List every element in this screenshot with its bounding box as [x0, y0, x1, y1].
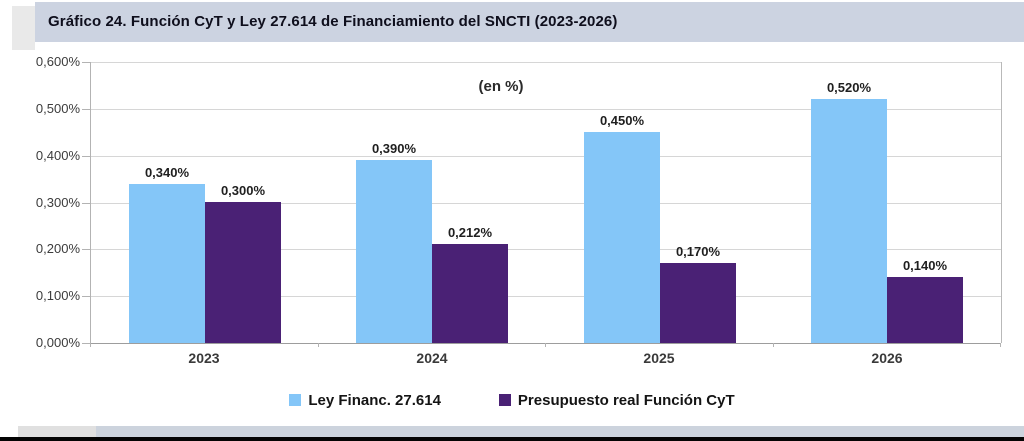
x-axis-tick	[90, 343, 91, 347]
bar-value-label: 0,520%	[826, 80, 872, 95]
bar-2024-presupuesto-real	[432, 244, 508, 343]
chart-title: Gráfico 24. Función CyT y Ley 27.614 de …	[48, 13, 618, 30]
bar-2023-presupuesto-real	[205, 202, 281, 343]
x-axis-category-label: 2026	[871, 350, 903, 366]
y-axis-tick	[82, 156, 90, 157]
plot-area: (en %) 0,340% 0,300% 0,390% 0,212% 0,450% 0,1…	[90, 62, 1002, 344]
y-axis-tick	[82, 109, 90, 110]
legend-label: Ley Financ. 27.614	[308, 391, 441, 409]
bar-2023-ley-financ	[129, 184, 205, 343]
bar-2024-ley-financ	[356, 160, 432, 343]
y-axis-tick-label: 0,100%	[35, 288, 80, 303]
bar-value-label: 0,300%	[220, 183, 266, 198]
y-axis-tick	[82, 343, 90, 344]
bar-value-label: 0,390%	[371, 141, 417, 156]
x-axis-tick	[773, 343, 774, 347]
title-left-margin-block	[12, 6, 35, 50]
gridline	[91, 296, 1001, 297]
gridline	[91, 249, 1001, 250]
bar-2026-presupuesto-real	[887, 277, 963, 343]
y-axis-tick	[82, 62, 90, 63]
y-axis-tick-label: 0,600%	[35, 54, 80, 69]
bar-value-label: 0,140%	[902, 258, 948, 273]
x-axis-tick	[1000, 343, 1001, 347]
bar-value-label: 0,340%	[144, 165, 190, 180]
chart-title-band: Gráfico 24. Función CyT y Ley 27.614 de …	[35, 2, 1024, 42]
y-axis-tick	[82, 296, 90, 297]
legend-label: Presupuesto real Función CyT	[517, 391, 735, 409]
x-axis-category-label: 2024	[416, 350, 448, 366]
legend-swatch-icon	[498, 394, 511, 406]
bar-value-label: 0,212%	[447, 225, 493, 240]
gridline	[91, 203, 1001, 204]
unit-annotation: (en %)	[478, 78, 524, 95]
y-axis-tick	[82, 203, 90, 204]
gridline	[91, 343, 1001, 344]
x-axis-tick	[318, 343, 319, 347]
bar-2026-ley-financ	[811, 99, 887, 343]
y-axis-tick	[82, 249, 90, 250]
legend-item-ley-financ: Ley Financ. 27.614	[289, 392, 441, 409]
legend-swatch-icon	[289, 394, 302, 406]
chart-legend: Ley Financ. 27.614 Presupuesto real Func…	[0, 390, 1024, 410]
bottom-left-margin-block	[18, 426, 96, 437]
legend-item-presupuesto-real: Presupuesto real Función CyT	[498, 391, 735, 409]
gridline	[91, 156, 1001, 157]
bar-2025-presupuesto-real	[660, 263, 736, 343]
x-axis-tick	[545, 343, 546, 347]
y-axis-tick-label: 0,300%	[35, 195, 80, 210]
gridline	[91, 109, 1001, 110]
bar-2025-ley-financ	[584, 132, 660, 343]
gridline	[91, 62, 1001, 63]
y-axis-tick-label: 0,400%	[35, 148, 80, 163]
y-axis-tick-label: 0,200%	[35, 241, 80, 256]
bottom-band	[96, 426, 1024, 437]
x-axis-category-label: 2025	[643, 350, 675, 366]
y-axis-tick-label: 0,000%	[35, 335, 80, 350]
bar-value-label: 0,450%	[599, 113, 645, 128]
bar-value-label: 0,170%	[675, 244, 721, 259]
bottom-black-bar	[0, 437, 1024, 441]
x-axis-category-label: 2023	[188, 350, 220, 366]
y-axis-tick-label: 0,500%	[35, 101, 80, 116]
